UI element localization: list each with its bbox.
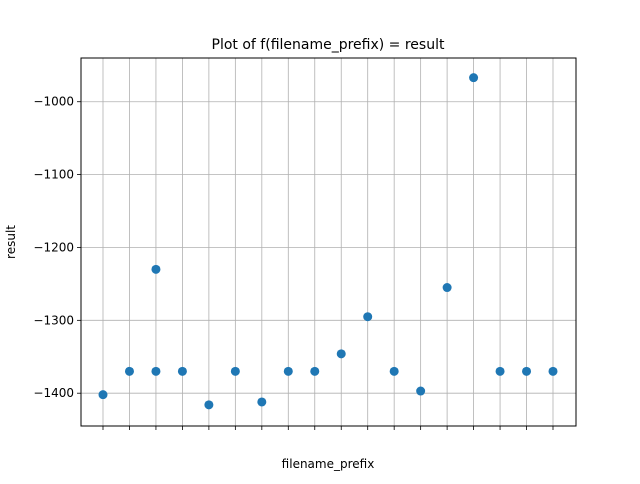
y-tick-label: −1100 xyxy=(33,168,74,182)
y-tick-label: −1200 xyxy=(33,240,74,254)
x-axis-label: filename_prefix xyxy=(282,457,375,471)
data-point xyxy=(283,366,293,376)
data-point xyxy=(230,366,240,376)
y-tick-label: −1400 xyxy=(33,386,74,400)
data-point xyxy=(98,390,108,400)
y-axis-label: result xyxy=(4,225,18,259)
data-point xyxy=(469,73,479,83)
data-point xyxy=(442,283,452,293)
y-tick-label: −1000 xyxy=(33,95,74,109)
grid xyxy=(81,58,576,426)
data-point xyxy=(363,312,373,322)
chart-title: Plot of f(filename_prefix) = result xyxy=(212,37,445,53)
data-point xyxy=(336,349,346,359)
y-tick-label: −1300 xyxy=(33,313,74,327)
data-point xyxy=(257,397,267,407)
data-point xyxy=(124,366,134,376)
data-point xyxy=(310,366,320,376)
data-point xyxy=(151,264,161,274)
data-points xyxy=(98,73,558,410)
axis-ticks: −1400 −1300 −1200 −1100 −1000 xyxy=(33,95,554,430)
data-point xyxy=(548,366,558,376)
data-point xyxy=(522,366,532,376)
data-point xyxy=(177,366,187,376)
data-point xyxy=(151,366,161,376)
data-point xyxy=(204,400,214,410)
data-point xyxy=(416,386,426,396)
plot-frame xyxy=(80,57,577,427)
data-point xyxy=(495,366,505,376)
data-point xyxy=(389,366,399,376)
